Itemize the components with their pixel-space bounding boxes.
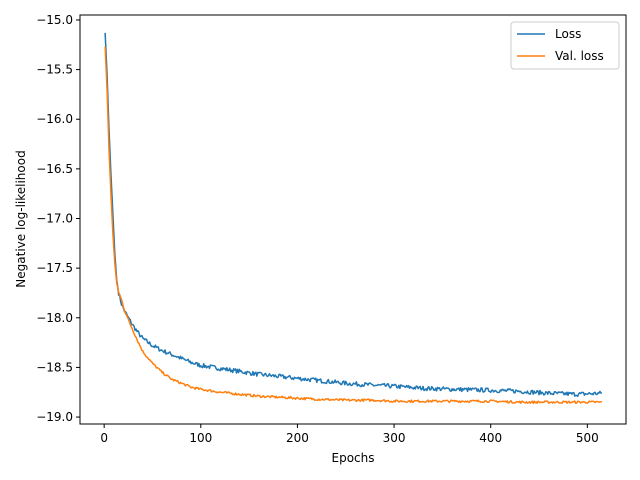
y-tick-label: −17.0 (36, 212, 73, 226)
y-tick-label: −19.0 (36, 410, 73, 424)
y-tick-label: −15.5 (36, 63, 73, 77)
y-tick-label: −18.5 (36, 360, 73, 374)
series-line-2 (104, 46, 603, 405)
legend-label-1: Loss (555, 27, 581, 41)
y-axis: −19.0 −18.5 −18.0 −17.5 −17.0 −16.5 −16.0 −15.5… (36, 13, 80, 424)
legend: Loss Val. loss (510, 21, 620, 70)
series-layer (104, 32, 603, 405)
plot-frame (79, 14, 627, 425)
y-axis-title: Negative log-likelihood (14, 150, 28, 287)
series-line-1 (104, 32, 603, 398)
x-tick-label: 300 (383, 431, 406, 445)
y-tick-label: −15.0 (36, 13, 73, 27)
legend-label-2: Val. loss (555, 49, 604, 63)
y-tick-label: −16.5 (36, 162, 73, 176)
x-axis-title: Epochs (332, 451, 375, 465)
y-tick-label: −16.0 (36, 112, 73, 126)
x-tick-label: 400 (479, 431, 502, 445)
y-tick-label: −18.0 (36, 311, 73, 325)
x-tick-label: 100 (189, 431, 212, 445)
x-tick-label: 200 (286, 431, 309, 445)
x-tick-label: 500 (576, 431, 599, 445)
y-tick-label: −17.5 (36, 261, 73, 275)
x-tick-label: 0 (100, 431, 108, 445)
x-axis: 0 100 200 300 400 500 (100, 424, 599, 445)
